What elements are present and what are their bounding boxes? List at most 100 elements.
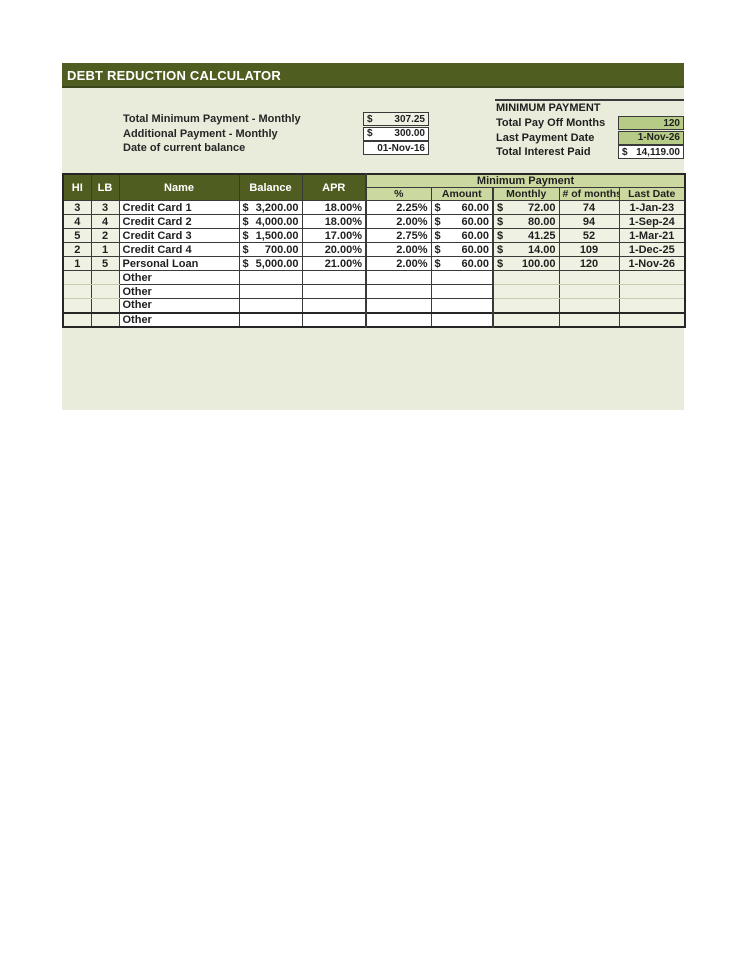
cell-monthly[interactable]: $100.00 [492,256,560,271]
cell-hi[interactable]: 4 [62,214,92,229]
cell-months[interactable]: 120 [558,256,620,271]
cell-balance[interactable]: $5,000.00 [238,256,303,271]
cell-balance[interactable]: $4,000.00 [238,214,303,229]
cell-lb[interactable] [90,311,120,327]
cell-last-date[interactable]: 1-Dec-25 [618,242,686,257]
cell-amount[interactable] [430,270,494,285]
cell-name[interactable]: Credit Card 4 [118,242,240,257]
total-min-payment-cell[interactable]: $ 307.25 [363,112,429,127]
cell-last-date[interactable] [618,270,686,285]
cell-months[interactable] [558,298,620,313]
cell-lb[interactable]: 2 [90,228,120,243]
payoff-months-cell[interactable]: 120 [618,116,684,131]
cell-percent[interactable]: 2.00% [365,242,432,257]
cell-amount[interactable] [430,298,494,313]
cell-amount[interactable] [430,311,494,327]
cell-lb[interactable]: 3 [90,200,120,215]
cell-last-date[interactable]: 1-Nov-26 [618,256,686,271]
cell-months[interactable] [558,270,620,285]
cell-monthly[interactable]: $14.00 [492,242,560,257]
cell-months[interactable]: 74 [558,200,620,215]
total-interest-cell[interactable]: $ 14,119.00 [618,145,684,160]
cell-months[interactable]: 52 [558,228,620,243]
cell-hi[interactable] [62,298,92,313]
cell-lb[interactable] [90,284,120,299]
cell-percent[interactable]: 2.75% [365,228,432,243]
cell-monthly[interactable]: $41.25 [492,228,560,243]
cell-balance[interactable] [238,270,303,285]
cell-last-date[interactable]: 1-Sep-24 [618,214,686,229]
cell-percent[interactable] [365,270,432,285]
last-payment-date-cell[interactable]: 1-Nov-26 [618,130,684,145]
cell-apr[interactable]: 20.00% [301,242,367,257]
cell-name[interactable]: Credit Card 2 [118,214,240,229]
cell-amount[interactable]: $60.00 [430,256,494,271]
cell-name[interactable]: Other [118,270,240,285]
cell-hi[interactable]: 3 [62,200,92,215]
cell-apr[interactable] [301,270,367,285]
cell-lb[interactable]: 1 [90,242,120,257]
cell-monthly[interactable]: $80.00 [492,214,560,229]
cell-hi[interactable]: 1 [62,256,92,271]
cell-hi[interactable] [62,284,92,299]
cell-balance[interactable]: $700.00 [238,242,303,257]
cell-months[interactable] [558,284,620,299]
cell-amount[interactable]: $60.00 [430,228,494,243]
cell-name[interactable]: Personal Loan [118,256,240,271]
cell-name[interactable]: Other [118,284,240,299]
cell-percent[interactable] [365,284,432,299]
cell-hi[interactable]: 2 [62,242,92,257]
cell-name[interactable]: Credit Card 3 [118,228,240,243]
cell-apr[interactable] [301,284,367,299]
cell-apr[interactable] [301,298,367,313]
spreadsheet-sheet: DEBT REDUCTION CALCULATOR Total Minimum … [62,63,687,410]
cell-last-date[interactable] [618,284,686,299]
cell-balance[interactable] [238,311,303,327]
cell-apr[interactable]: 21.00% [301,256,367,271]
currency-symbol: $ [497,201,504,214]
cell-percent[interactable] [365,298,432,313]
cell-monthly[interactable] [492,270,560,285]
cell-last-date[interactable]: 1-Mar-21 [618,228,686,243]
cell-balance[interactable] [238,284,303,299]
cell-percent[interactable]: 2.00% [365,256,432,271]
balance-date-cell[interactable]: 01-Nov-16 [363,141,429,156]
cell-lb[interactable]: 4 [90,214,120,229]
cell-months[interactable]: 109 [558,242,620,257]
cell-lb[interactable]: 5 [90,256,120,271]
summary-inputs-section: Total Minimum Payment - Monthly $ 307.25… [123,112,429,156]
cell-monthly[interactable] [492,284,560,299]
cell-name[interactable]: Other [118,298,240,313]
cell-apr[interactable] [301,311,367,327]
cell-balance[interactable] [238,298,303,313]
cell-percent[interactable]: 2.00% [365,214,432,229]
cell-last-date[interactable] [618,298,686,313]
cell-name[interactable]: Other [118,311,240,327]
cell-hi[interactable]: 5 [62,228,92,243]
cell-lb[interactable] [90,270,120,285]
cell-name[interactable]: Credit Card 1 [118,200,240,215]
cell-hi[interactable] [62,270,92,285]
cell-amount[interactable] [430,284,494,299]
cell-monthly[interactable] [492,298,560,313]
cell-balance[interactable]: $1,500.00 [238,228,303,243]
cell-amount[interactable]: $60.00 [430,200,494,215]
cell-apr[interactable]: 17.00% [301,228,367,243]
cell-hi[interactable] [62,311,92,327]
cell-amount[interactable]: $60.00 [430,214,494,229]
cell-percent[interactable] [365,311,432,327]
cell-monthly[interactable] [492,311,560,327]
cell-apr[interactable]: 18.00% [301,214,367,229]
cell-amount[interactable]: $60.00 [430,242,494,257]
cell-lb[interactable] [90,298,120,313]
cell-balance[interactable]: $3,200.00 [238,200,303,215]
cell-months[interactable] [558,311,620,327]
total-interest-value: 14,119.00 [636,146,680,158]
cell-last-date[interactable] [618,311,686,327]
cell-monthly[interactable]: $72.00 [492,200,560,215]
cell-months[interactable]: 94 [558,214,620,229]
cell-apr[interactable]: 18.00% [301,200,367,215]
additional-payment-cell[interactable]: $ 300.00 [363,126,429,141]
cell-last-date[interactable]: 1-Jan-23 [618,200,686,215]
cell-percent[interactable]: 2.25% [365,200,432,215]
